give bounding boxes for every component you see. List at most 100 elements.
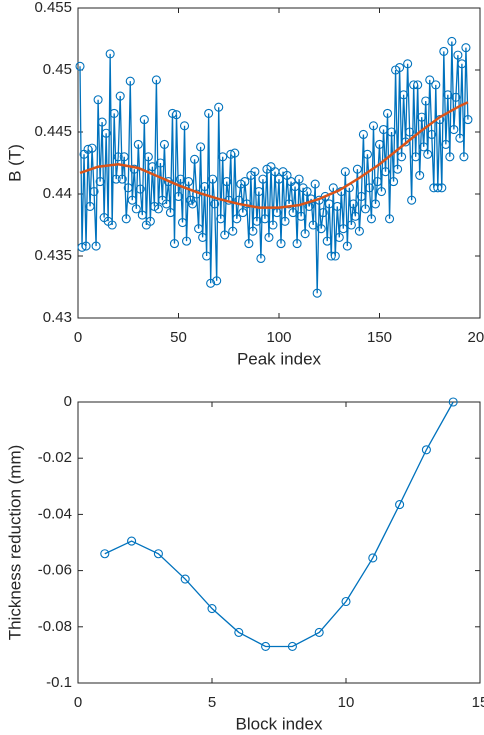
- data-marker: [342, 241, 352, 251]
- data-marker: [198, 232, 208, 242]
- data-marker: [133, 139, 143, 149]
- data-marker: [448, 397, 458, 407]
- data-marker: [117, 174, 127, 184]
- y-axis-label: B (T): [5, 144, 24, 182]
- data-marker: [374, 139, 385, 149]
- data-marker: [318, 208, 328, 218]
- y-tick-label: 0.445: [34, 123, 72, 140]
- data-marker: [100, 549, 110, 559]
- data-marker: [399, 90, 409, 100]
- data-marker: [81, 241, 91, 251]
- data-line: [104, 401, 454, 648]
- x-axis-label: Peak index: [237, 349, 322, 368]
- y-tick-label: 0.435: [34, 247, 72, 264]
- data-marker: [123, 183, 133, 193]
- data-marker: [91, 241, 101, 251]
- data-marker: [230, 148, 240, 158]
- y-tick-label: 0.455: [34, 0, 72, 16]
- y-tick-label: -0.08: [38, 618, 72, 635]
- data-marker: [358, 129, 368, 140]
- data-marker: [287, 641, 297, 652]
- data-marker: [362, 149, 372, 159]
- data-marker: [378, 124, 389, 135]
- y-tick-label: 0: [64, 393, 72, 410]
- data-marker: [320, 191, 330, 202]
- x-axis-label: Block index: [236, 714, 323, 733]
- data-marker: [348, 199, 358, 209]
- data-marker: [250, 167, 260, 177]
- data-marker: [244, 239, 254, 249]
- x-tick-label: 150: [367, 329, 392, 346]
- data-marker: [261, 641, 271, 652]
- data-marker: [302, 186, 312, 197]
- data-marker: [294, 174, 304, 184]
- data-marker: [184, 177, 194, 187]
- data-marker: [177, 217, 188, 228]
- data-marker: [85, 201, 95, 211]
- x-tick-label: 50: [170, 329, 187, 346]
- data-marker: [109, 108, 119, 118]
- y-tick-label: 0.45: [43, 61, 72, 78]
- data-marker: [411, 152, 421, 162]
- data-line: [79, 41, 469, 294]
- data-marker: [330, 251, 340, 261]
- data-marker: [437, 183, 447, 193]
- data-marker: [288, 208, 298, 218]
- data-marker: [334, 232, 344, 242]
- data-marker: [405, 127, 415, 137]
- data-marker: [200, 182, 210, 192]
- data-marker: [89, 186, 99, 197]
- data-marker: [463, 115, 473, 125]
- data-marker: [119, 152, 129, 162]
- data-marker: [431, 80, 441, 90]
- data-marker: [368, 121, 379, 131]
- data-marker: [181, 236, 192, 246]
- data-marker: [449, 124, 459, 135]
- data-marker: [238, 208, 248, 218]
- data-marker: [75, 61, 85, 71]
- data-marker: [413, 80, 423, 90]
- data-marker: [316, 224, 326, 234]
- data-marker: [368, 553, 378, 563]
- data-marker: [254, 186, 264, 197]
- data-marker: [161, 199, 171, 209]
- data-marker: [268, 220, 278, 230]
- data-marker: [234, 627, 244, 637]
- data-marker: [83, 144, 93, 154]
- data-marker: [77, 242, 87, 252]
- data-marker: [284, 199, 294, 209]
- data-marker: [121, 214, 131, 224]
- data-marker: [389, 177, 399, 187]
- data-marker: [308, 220, 318, 230]
- data-marker: [127, 195, 137, 205]
- data-marker: [105, 49, 115, 59]
- data-marker: [387, 127, 397, 137]
- data-marker: [393, 164, 403, 174]
- x-tick-label: 200: [467, 329, 484, 346]
- data-marker: [115, 91, 125, 101]
- data-marker: [443, 90, 453, 100]
- data-marker: [179, 121, 190, 131]
- data-marker: [264, 232, 274, 242]
- data-marker: [401, 137, 411, 147]
- data-marker: [232, 214, 242, 224]
- data-marker: [167, 108, 178, 118]
- data-marker: [441, 139, 451, 149]
- data-marker: [153, 549, 163, 559]
- data-marker: [455, 133, 465, 143]
- data-marker: [258, 174, 268, 184]
- data-marker: [364, 183, 375, 193]
- data-marker: [417, 112, 427, 122]
- data-marker: [190, 154, 200, 164]
- data-line: [79, 101, 469, 209]
- data-marker: [409, 80, 419, 90]
- data-marker: [372, 177, 383, 187]
- data-marker: [312, 288, 322, 298]
- data-marker: [208, 174, 218, 184]
- data-marker: [202, 251, 212, 261]
- data-marker: [457, 59, 467, 69]
- y-tick-label: -0.1: [46, 674, 72, 691]
- data-marker: [370, 199, 381, 209]
- x-tick-label: 5: [208, 694, 216, 711]
